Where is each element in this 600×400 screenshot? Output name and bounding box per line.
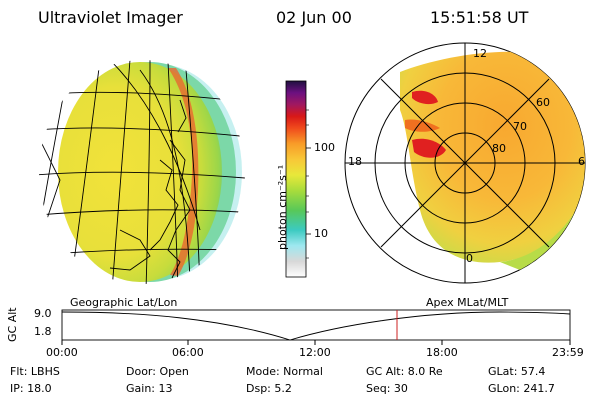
date-label: 02 Jun 00 bbox=[276, 8, 352, 27]
polar-plot bbox=[344, 42, 586, 284]
altitude-xtick-0000: 00:00 bbox=[46, 346, 78, 359]
polar-mlt-0: 0 bbox=[466, 252, 473, 265]
altitude-xtick-2359: 23:59 bbox=[552, 346, 584, 359]
colorbar bbox=[285, 80, 311, 278]
status-dsp: Dsp: 5.2 bbox=[246, 382, 292, 395]
status-gain: Gain: 13 bbox=[126, 382, 173, 395]
altitude-trace bbox=[61, 311, 571, 341]
time-label: 15:51:58 UT bbox=[430, 8, 529, 27]
polar-lat-60: 60 bbox=[536, 96, 550, 109]
colorbar-scale bbox=[285, 80, 307, 278]
instrument-title: Ultraviolet Imager bbox=[38, 8, 183, 27]
altitude-xtick-1200: 12:00 bbox=[299, 346, 331, 359]
colorbar-tick-10: 10 bbox=[314, 227, 328, 240]
altitude-plot bbox=[61, 309, 571, 345]
altitude-ytick-1-8: 1.8 bbox=[34, 325, 52, 338]
polar-grid bbox=[345, 43, 585, 283]
altitude-ytick-9: 9.0 bbox=[34, 307, 52, 320]
terminator-glow bbox=[168, 68, 199, 276]
polar-lat-70: 70 bbox=[513, 120, 527, 133]
altitude-xtick-1800: 18:00 bbox=[426, 346, 458, 359]
altitude-xtick-0600: 06:00 bbox=[172, 346, 204, 359]
globe-disk bbox=[58, 62, 222, 282]
altitude-ylabel: GC Alt bbox=[6, 307, 19, 342]
status-ip: IP: 18.0 bbox=[10, 382, 52, 395]
geo-grid bbox=[39, 60, 245, 284]
colorbar-tick-100: 100 bbox=[314, 141, 335, 154]
polar-mlt-12: 12 bbox=[473, 47, 487, 60]
status-seq: Seq: 30 bbox=[366, 382, 408, 395]
colorbar-unit-label: photon cm⁻²s⁻¹ bbox=[276, 164, 289, 250]
altitude-frame bbox=[61, 309, 571, 341]
geo-globe bbox=[39, 60, 245, 284]
polar-lat-80: 80 bbox=[492, 142, 506, 155]
status-glon: GLon: 241.7 bbox=[488, 382, 555, 395]
polar-panel-label: Apex MLat/MLT bbox=[426, 296, 509, 309]
geo-panel-label: Geographic Lat/Lon bbox=[70, 296, 178, 309]
status-mode: Mode: Normal bbox=[246, 365, 323, 378]
status-door: Door: Open bbox=[126, 365, 189, 378]
status-gc-alt: GC Alt: 8.0 Re bbox=[366, 365, 443, 378]
status-glat: GLat: 57.4 bbox=[488, 365, 546, 378]
status-flt: Flt: LBHS bbox=[10, 365, 60, 378]
polar-mlt-18: 18 bbox=[348, 155, 362, 168]
polar-mlt-6: 6 bbox=[578, 155, 585, 168]
